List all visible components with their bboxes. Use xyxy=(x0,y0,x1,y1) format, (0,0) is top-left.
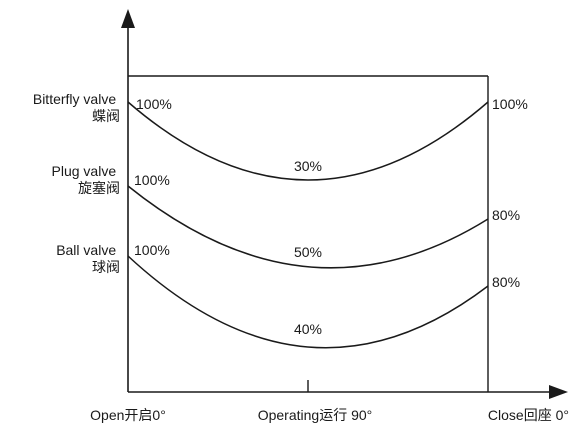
series-name-ball-line2: 球阀 xyxy=(92,259,120,275)
ball-end-label: 80% xyxy=(492,274,520,290)
curve-ball-valve xyxy=(127,255,489,349)
series-name-ball: Ball valve 球阀 xyxy=(56,242,120,275)
y-axis-arrow xyxy=(121,9,135,28)
series-name-butterfly: Bitterfly valve 蝶阀 xyxy=(33,91,120,124)
curve-plug-valve xyxy=(127,185,489,269)
plug-start-label: 100% xyxy=(134,172,170,188)
x-label-open: Open开启0° xyxy=(90,407,166,423)
butterfly-end-label: 100% xyxy=(492,96,528,112)
x-label-close: Close回座 0° xyxy=(488,407,569,423)
plug-end-label: 80% xyxy=(492,207,520,223)
series-name-butterfly-line1: Bitterfly valve xyxy=(33,91,116,107)
x-axis-arrow xyxy=(549,385,568,399)
butterfly-mid-label: 30% xyxy=(294,158,322,174)
series-name-ball-line1: Ball valve xyxy=(56,242,116,258)
ball-mid-label: 40% xyxy=(294,321,322,337)
series-name-butterfly-line2: 蝶阀 xyxy=(92,108,120,124)
ball-start-label: 100% xyxy=(134,242,170,258)
series-name-plug-line1: Plug valve xyxy=(52,163,117,179)
series-name-plug-line2: 旋塞阀 xyxy=(78,180,120,196)
x-label-operating: Operating运行 90° xyxy=(258,407,373,423)
curve-butterfly-valve xyxy=(127,101,489,181)
plug-mid-label: 50% xyxy=(294,244,322,260)
series-name-plug: Plug valve 旋塞阀 xyxy=(52,163,120,196)
butterfly-start-label: 100% xyxy=(136,96,172,112)
